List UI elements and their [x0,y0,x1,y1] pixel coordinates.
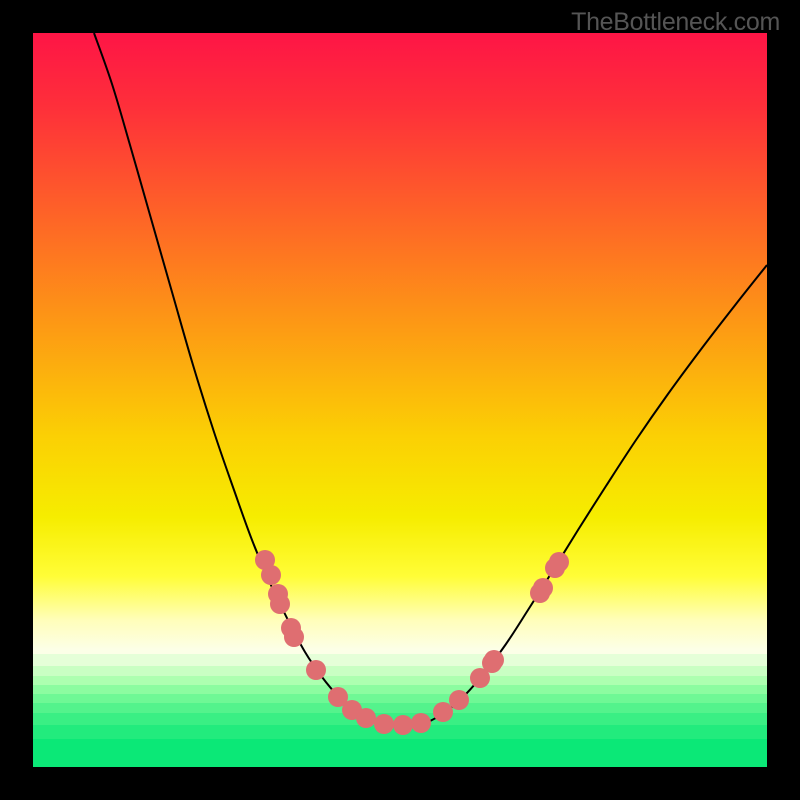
green-band [33,654,767,666]
chart-stage: TheBottleneck.com [0,0,800,800]
data-point [411,713,431,733]
green-band [33,685,767,694]
data-point [284,627,304,647]
data-point [374,714,394,734]
data-point [356,708,376,728]
data-point [549,552,569,572]
watermark-text: TheBottleneck.com [571,8,780,37]
data-point [306,660,326,680]
green-band [33,739,767,767]
data-point [484,650,504,670]
data-point [533,578,553,598]
data-point [270,594,290,614]
green-band [33,676,767,685]
green-band [33,703,767,713]
data-point [261,565,281,585]
data-point [393,715,413,735]
green-band [33,694,767,703]
green-band [33,666,767,676]
data-point [449,690,469,710]
